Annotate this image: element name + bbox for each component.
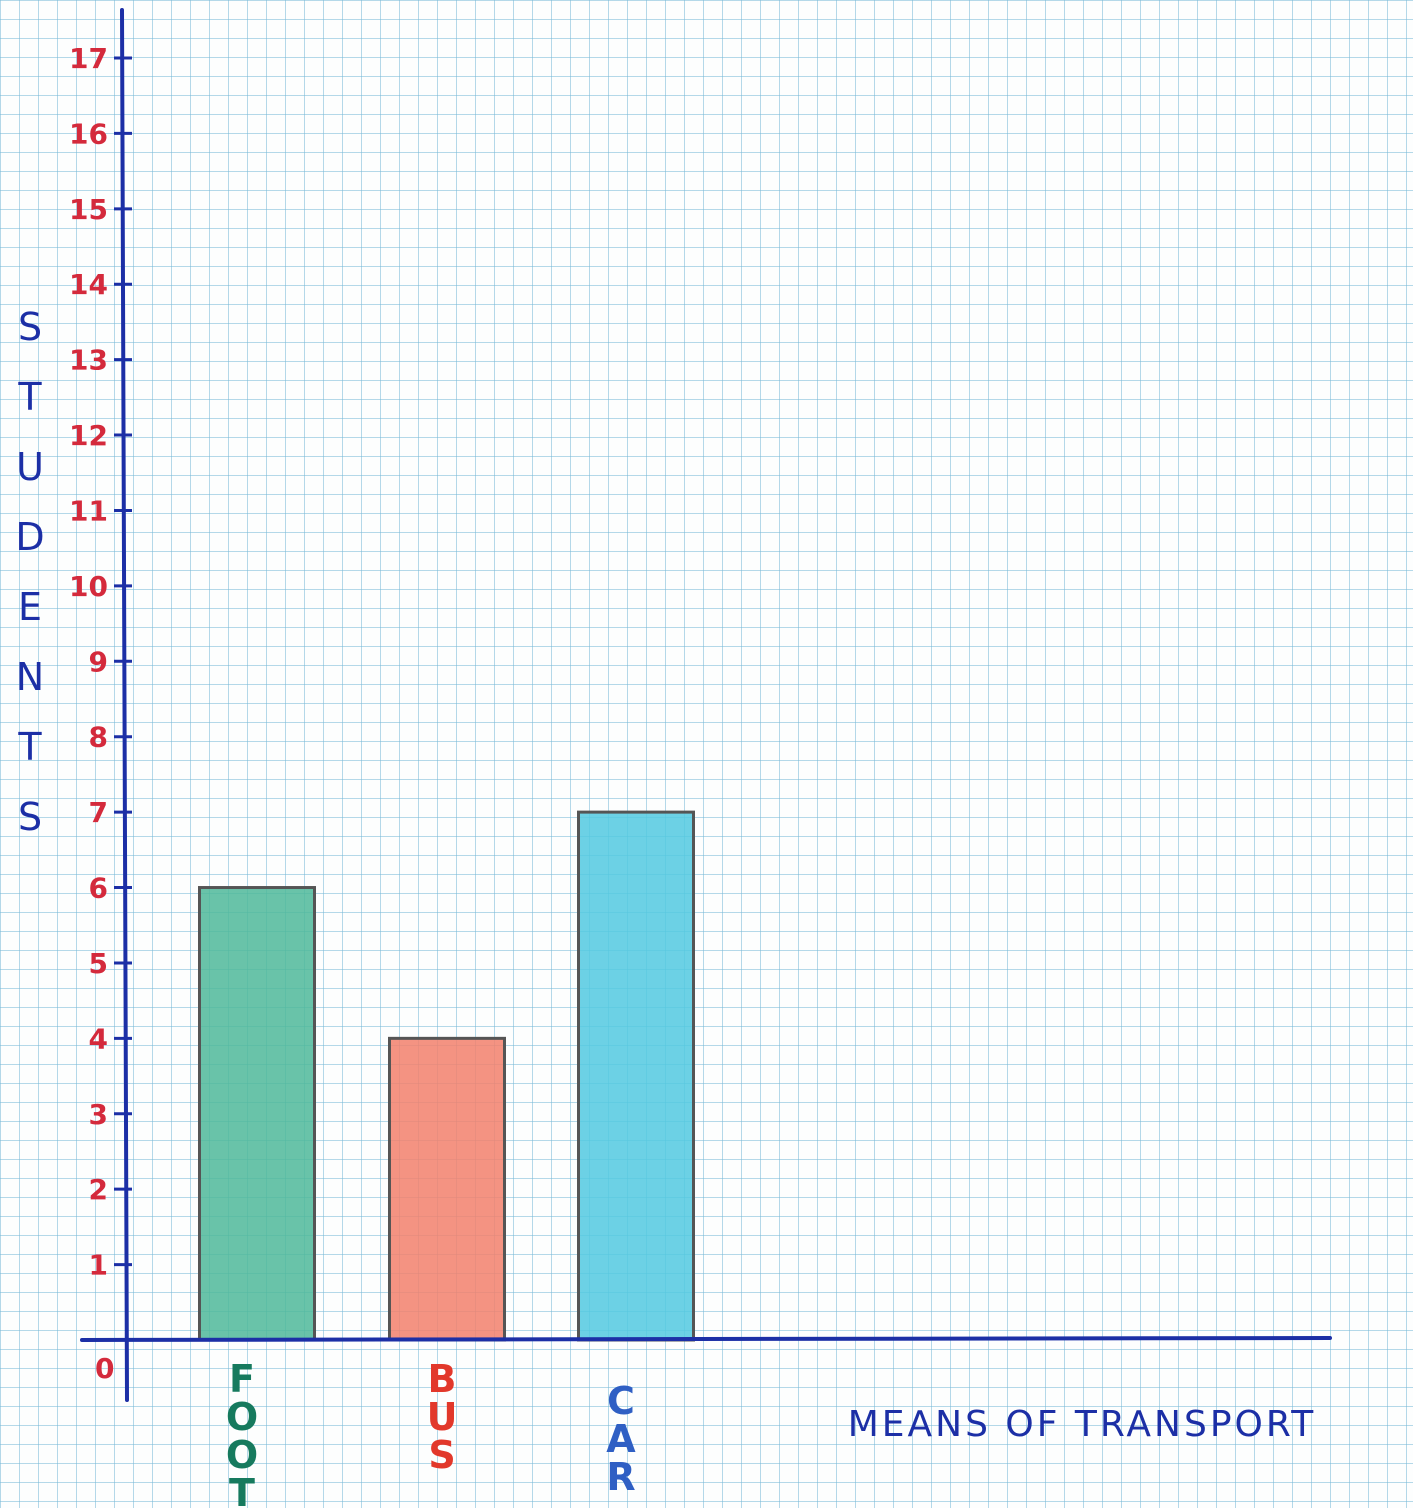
category-letter: C: [607, 1379, 635, 1423]
y-axis-line: [120, 8, 129, 1402]
category-letter: S: [428, 1433, 455, 1477]
y-label-letter: T: [17, 375, 42, 419]
y-tick-label: 8: [89, 721, 108, 754]
y-tick-label: 6: [89, 872, 108, 905]
y-label-letter: T: [17, 725, 42, 769]
origin-label: 0: [95, 1352, 114, 1385]
y-label-letter: S: [18, 795, 42, 839]
y-tick-label: 11: [69, 494, 108, 527]
y-label-letter: N: [16, 655, 44, 699]
category-letter: O: [226, 1433, 258, 1477]
y-tick-label: 1: [89, 1249, 108, 1282]
y-tick-label: 14: [69, 268, 108, 301]
x-axis-label: MEANS OF TRANSPORT: [848, 1404, 1317, 1445]
y-tick-label: 3: [89, 1098, 108, 1131]
y-tick-label: 4: [89, 1022, 108, 1055]
y-tick-label: 16: [69, 117, 108, 150]
y-tick-label: 7: [89, 796, 108, 829]
y-tick-label: 13: [69, 344, 108, 377]
y-tick-label: 15: [69, 193, 108, 226]
category-letter: O: [226, 1395, 258, 1439]
y-tick-label: 12: [69, 419, 108, 452]
category-letter: F: [229, 1357, 255, 1401]
y-tick-label: 10: [69, 570, 108, 603]
bars-layer: [198, 810, 695, 1342]
y-label-letter: E: [18, 585, 42, 629]
category-letter: U: [427, 1395, 458, 1439]
bar-bus: [388, 1036, 506, 1342]
y-label-letter: D: [15, 515, 44, 559]
axes-layer: [80, 8, 1332, 1402]
category-letter: A: [606, 1417, 636, 1461]
y-label-letter: U: [16, 445, 44, 489]
bar-foot: [198, 886, 316, 1342]
category-letter: T: [229, 1471, 255, 1508]
y-tick-label: 5: [89, 947, 108, 980]
category-label-bus: BUS: [427, 1357, 458, 1477]
y-tick-label: 9: [89, 645, 108, 678]
y-tick-label: 17: [69, 42, 108, 75]
y-tick-label: 2: [89, 1173, 108, 1206]
category-label-car: CAR: [606, 1379, 636, 1499]
category-letter: R: [606, 1455, 635, 1499]
category-letter: B: [428, 1357, 457, 1401]
y-label-letter: S: [18, 305, 42, 349]
bar-car: [577, 810, 695, 1342]
x-axis-line: [80, 1336, 1332, 1342]
